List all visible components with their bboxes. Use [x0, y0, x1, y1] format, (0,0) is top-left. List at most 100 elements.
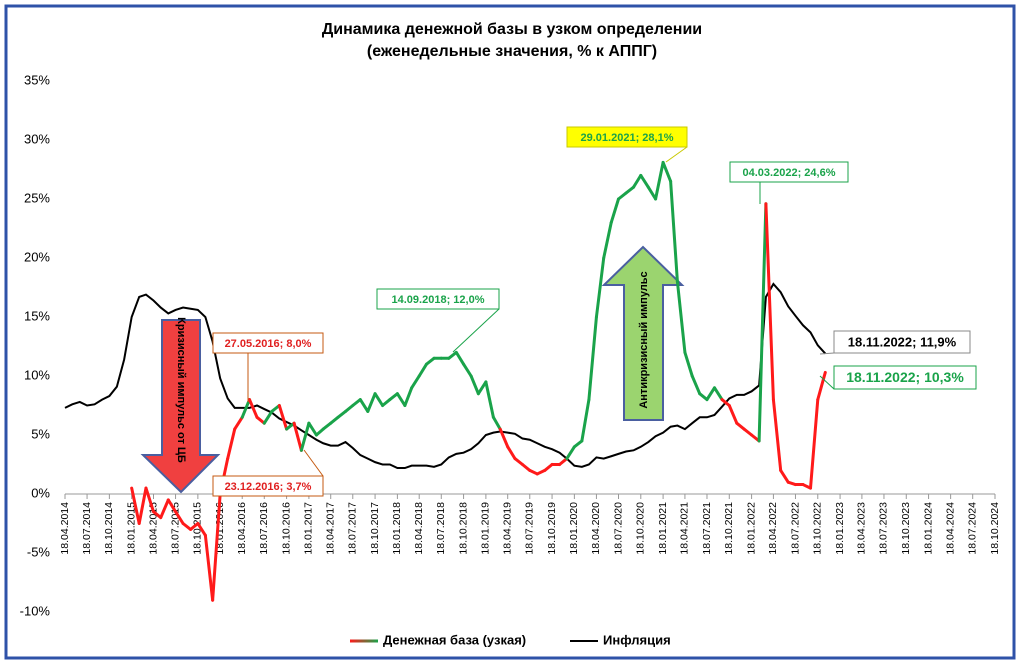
- money-base-segment: [299, 421, 311, 452]
- money-base-segment: [661, 160, 673, 183]
- y-tick-label: -5%: [27, 544, 51, 559]
- money-base-segment: [307, 421, 318, 437]
- x-tick-label: 18.10.2024: [989, 502, 1001, 555]
- annotation-box: [566, 126, 688, 148]
- annotation-leader: [303, 449, 324, 477]
- money-base-segment: [816, 370, 827, 402]
- x-tick-label: 18.01.2023: [834, 502, 846, 555]
- annotation-box: [729, 161, 849, 183]
- money-base-segment: [255, 415, 266, 425]
- x-tick-label: 18.10.2023: [900, 502, 912, 555]
- money-base-segment: [233, 415, 244, 431]
- money-base-segment: [669, 179, 679, 284]
- money-base-segment: [683, 350, 694, 378]
- money-base-segment: [174, 510, 185, 525]
- money-base-segment: [513, 457, 524, 466]
- legend-label: Инфляция: [603, 632, 671, 647]
- money-base-segment: [447, 350, 458, 360]
- money-base-segment: [395, 392, 407, 407]
- money-base-segment: [366, 392, 377, 413]
- x-tick-label: 18.07.2014: [81, 502, 93, 555]
- annotation-box: [212, 475, 324, 497]
- x-tick-label: 18.07.2018: [435, 502, 447, 555]
- chart-subtitle: (еженедельные значения, % к АППГ): [367, 43, 657, 60]
- annotation-box: [376, 288, 500, 310]
- money-base-segment: [727, 404, 739, 425]
- money-base-segment: [609, 197, 620, 225]
- x-tick-label: 18.10.2022: [812, 502, 824, 555]
- annotation-label: 27.05.2016; 8,0%: [225, 338, 312, 350]
- x-tick-label: 18.01.2020: [568, 502, 580, 555]
- money-base-segment: [181, 522, 193, 531]
- money-base-segment: [462, 362, 473, 378]
- x-tick-label: 18.10.2016: [280, 502, 292, 555]
- x-tick-label: 18.04.2019: [501, 502, 513, 555]
- legend-label: Денежная база (узкая): [383, 632, 526, 647]
- money-base-segment: [646, 185, 658, 201]
- money-base-segment: [690, 374, 702, 396]
- money-base-segment: [240, 398, 251, 419]
- y-tick-label: 10%: [24, 367, 50, 382]
- x-tick-label: 18.10.2018: [457, 502, 469, 555]
- x-tick-label: 18.04.2024: [944, 502, 956, 555]
- money-base-segment: [735, 421, 746, 431]
- money-base-segment: [344, 404, 355, 413]
- money-base-segment: [410, 374, 421, 390]
- money-base-segment: [137, 486, 148, 525]
- x-tick-label: 18.07.2016: [258, 502, 270, 555]
- money-base-segment: [720, 398, 731, 407]
- money-base-segment: [594, 256, 606, 319]
- money-base-segment: [624, 185, 636, 195]
- money-base-segment: [580, 398, 591, 443]
- x-tick-label: 18.10.2020: [635, 502, 647, 555]
- y-tick-label: 30%: [24, 131, 50, 146]
- x-tick-label: 18.10.2019: [546, 502, 558, 555]
- money-base-segment: [779, 468, 790, 484]
- money-base-segment: [698, 392, 709, 402]
- money-base-segment: [351, 398, 362, 407]
- annotation-box: [833, 365, 977, 390]
- money-base-segment: [144, 486, 155, 514]
- annotation-label: 04.03.2022; 24,6%: [743, 167, 836, 179]
- annotation-leader: [452, 308, 500, 353]
- money-base-segment: [498, 427, 510, 449]
- money-base-segment: [262, 409, 274, 425]
- money-base-segment: [616, 191, 628, 201]
- arrow-label: Кризисный импульс от ЦБ: [175, 317, 187, 463]
- crisis-arrow: [140, 319, 221, 494]
- annotation-box: [212, 332, 324, 354]
- money-base-segment: [484, 380, 495, 419]
- money-base-segment: [675, 280, 687, 354]
- annotation-box: [833, 330, 971, 354]
- money-base-segment: [159, 498, 170, 520]
- chart-title: Динамика денежной базы в узком определен…: [322, 21, 702, 38]
- arrow-shape: [601, 245, 685, 421]
- money-base-segment: [417, 362, 428, 378]
- x-tick-label: 18.01.2018: [391, 502, 403, 555]
- x-tick-label: 18.04.2020: [590, 502, 602, 555]
- annotation-label: 18.11.2022; 11,9%: [848, 334, 957, 349]
- money-base-segment: [336, 409, 348, 419]
- inflation-line: [64, 282, 827, 470]
- annotation-label: 14.09.2018; 12,0%: [392, 294, 485, 306]
- money-base-segment: [151, 510, 163, 520]
- y-tick-label: 20%: [24, 249, 50, 264]
- money-base-segment: [476, 380, 488, 396]
- money-base-segment: [543, 463, 554, 472]
- annotation-label: 29.01.2021; 28,1%: [581, 132, 674, 144]
- x-tick-label: 18.04.2016: [236, 502, 248, 555]
- money-base-segment: [226, 427, 237, 461]
- money-base-segment: [602, 221, 613, 260]
- x-tick-label: 18.04.2023: [856, 502, 868, 555]
- x-tick-label: 18.10.2017: [369, 502, 381, 555]
- money-base-segment: [771, 398, 783, 472]
- money-base-segment: [558, 457, 569, 466]
- y-tick-label: 5%: [31, 426, 50, 441]
- money-base-segment: [587, 315, 598, 402]
- money-base-segment: [424, 356, 436, 366]
- annotation-leader: [819, 375, 835, 390]
- x-tick-label: 18.01.2019: [480, 502, 492, 555]
- money-base-segment: [491, 415, 502, 431]
- x-tick-label: 18.07.2017: [347, 502, 359, 555]
